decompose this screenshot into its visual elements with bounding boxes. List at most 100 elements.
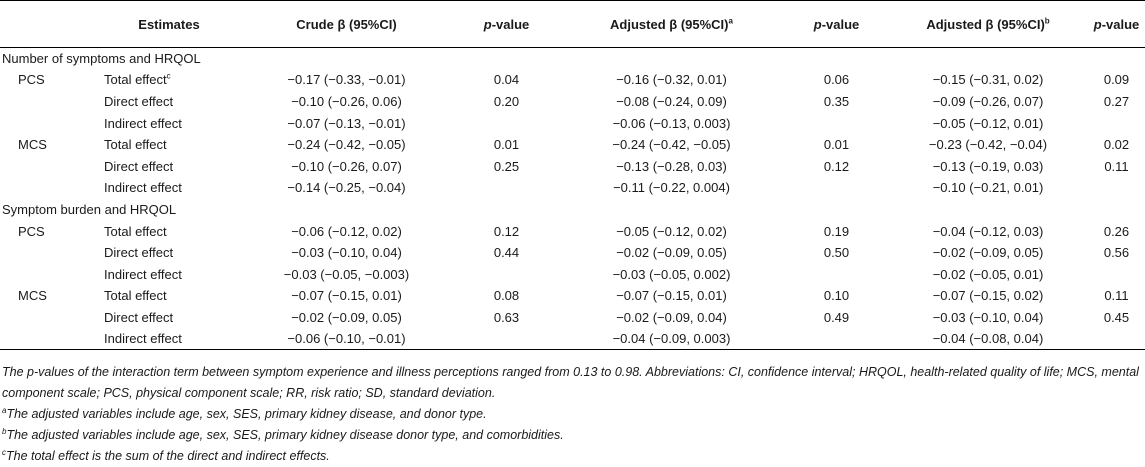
table-row: Indirect effect −0.14 (−0.25, −0.04) −0.11…	[0, 177, 1145, 199]
cell-adjusted-beta-b-text: −0.03 (−0.10, 0.04)	[932, 309, 1044, 325]
cell-crude-beta: −0.07 (−0.13, −0.01)	[238, 112, 455, 134]
footnote-b-mark: b	[2, 426, 7, 436]
cell-pvalue-adjusted-b: 0.27	[1088, 91, 1145, 113]
cell-group	[0, 307, 100, 329]
cell-crude-beta-text: −0.02 (−0.09, 0.05)	[291, 309, 402, 325]
cell-group	[0, 263, 100, 285]
header-adjusted-a-label: Adjusted β (95%CI)	[610, 16, 729, 32]
cell-pvalue-crude	[455, 328, 558, 351]
cell-pvalue-adjusted-a-text: 0.01	[823, 137, 850, 153]
cell-adjusted-beta-b: −0.15 (−0.31, 0.02)	[888, 69, 1088, 91]
cell-pvalue-crude-text: 0.12	[493, 223, 520, 239]
cell-pvalue-adjusted-a-text: 0.10	[823, 288, 850, 304]
header-pvalue-1: p-value	[455, 0, 558, 48]
cell-estimate-text: Indirect effect	[104, 266, 182, 282]
cell-pvalue-adjusted-a	[785, 263, 888, 285]
cell-pvalue-adjusted-b: 0.26	[1088, 220, 1145, 242]
cell-crude-beta: −0.03 (−0.10, 0.04)	[238, 242, 455, 264]
cell-group	[0, 177, 100, 199]
cell-estimate: Direct effect	[100, 242, 238, 264]
section-label: Symptom burden and HRQOL	[2, 201, 177, 217]
footnote-a-mark: a	[2, 405, 7, 415]
cell-adjusted-beta-a: −0.11 (−0.22, 0.004)	[558, 177, 785, 199]
cell-pvalue-adjusted-b: 0.11	[1088, 155, 1145, 177]
table-row: Indirect effect −0.03 (−0.05, −0.003) −0.0…	[0, 263, 1145, 285]
cell-group-text: PCS	[18, 72, 45, 88]
cell-estimate: Total effect	[100, 134, 238, 156]
header-blank	[0, 0, 100, 48]
footnote-c: cThe total effect is the sum of the dire…	[2, 446, 1143, 467]
header-pvalue-2-italic: p	[813, 16, 822, 32]
cell-pvalue-crude-text: 0.20	[493, 93, 520, 109]
estimate-superscript: c	[166, 72, 171, 82]
cell-pvalue-crude	[455, 112, 558, 134]
cell-adjusted-beta-b-text: −0.07 (−0.15, 0.02)	[932, 288, 1044, 304]
cell-crude-beta: −0.10 (−0.26, 0.07)	[238, 155, 455, 177]
cell-group: PCS	[0, 220, 100, 242]
cell-adjusted-beta-a-text: −0.04 (−0.09, 0.003)	[612, 331, 731, 347]
cell-pvalue-adjusted-b	[1088, 263, 1145, 285]
footnote-b-text: The adjusted variables include age, sex,…	[6, 428, 564, 442]
cell-pvalue-crude: 0.20	[455, 91, 558, 113]
cell-pvalue-adjusted-b-text: 0.11	[1104, 288, 1129, 304]
section-row: Symptom burden and HRQOL	[0, 199, 1145, 221]
cell-crude-beta-text: −0.06 (−0.12, 0.02)	[291, 223, 402, 239]
cell-crude-beta: −0.10 (−0.26, 0.06)	[238, 91, 455, 113]
cell-pvalue-adjusted-b-text: 0.56	[1103, 245, 1130, 261]
cell-pvalue-adjusted-a	[785, 112, 888, 134]
cell-group: PCS	[0, 69, 100, 91]
cell-adjusted-beta-b: −0.07 (−0.15, 0.02)	[888, 285, 1088, 307]
cell-adjusted-beta-b: −0.23 (−0.42, −0.04)	[888, 134, 1088, 156]
cell-adjusted-beta-a-text: −0.16 (−0.32, 0.01)	[616, 72, 727, 88]
cell-adjusted-beta-a: −0.02 (−0.09, 0.05)	[558, 242, 785, 264]
footnote-a-text: The adjusted variables include age, sex,…	[6, 407, 487, 421]
cell-group	[0, 112, 100, 134]
cell-pvalue-adjusted-b: 0.56	[1088, 242, 1145, 264]
cell-group	[0, 328, 100, 351]
cell-estimate: Direct effect	[100, 155, 238, 177]
cell-pvalue-adjusted-b	[1088, 112, 1145, 134]
cell-pvalue-adjusted-b-text: 0.45	[1103, 309, 1130, 325]
cell-adjusted-beta-b-text: −0.15 (−0.31, 0.02)	[932, 72, 1044, 88]
cell-pvalue-crude: 0.63	[455, 307, 558, 329]
section-label: Number of symptoms and HRQOL	[2, 51, 201, 67]
cell-adjusted-beta-b: −0.04 (−0.08, 0.04)	[888, 328, 1088, 351]
cell-group: MCS	[0, 285, 100, 307]
table-row: Indirect effect −0.07 (−0.13, −0.01) −0.06…	[0, 112, 1145, 134]
cell-adjusted-beta-b: −0.10 (−0.21, 0.01)	[888, 177, 1088, 199]
cell-crude-beta-text: −0.10 (−0.26, 0.07)	[291, 158, 402, 174]
cell-pvalue-adjusted-a-text: 0.49	[823, 309, 850, 325]
section-row: Number of symptoms and HRQOL	[0, 48, 1145, 70]
cell-crude-beta-text: −0.03 (−0.10, 0.04)	[291, 245, 402, 261]
cell-adjusted-beta-b-text: −0.04 (−0.08, 0.04)	[932, 331, 1044, 347]
cell-crude-beta-text: −0.03 (−0.05, −0.003)	[283, 266, 410, 282]
cell-adjusted-beta-a: −0.04 (−0.09, 0.003)	[558, 328, 785, 351]
header-adjusted-b: Adjusted β (95%CI)b	[888, 0, 1088, 48]
cell-adjusted-beta-b: −0.05 (−0.12, 0.01)	[888, 112, 1088, 134]
header-estimates: Estimates	[100, 0, 238, 48]
cell-estimate-text: Total effect	[104, 288, 167, 304]
cell-adjusted-beta-a: −0.06 (−0.13, 0.003)	[558, 112, 785, 134]
header-adjusted-b-label: Adjusted β (95%CI)	[926, 16, 1045, 32]
table-row: MCS Total effect −0.24 (−0.42, −0.05) 0.01 −…	[0, 134, 1145, 156]
table-footnotes: The p-values of the interaction term bet…	[2, 362, 1143, 467]
header-sup-b: b	[1044, 16, 1050, 26]
cell-pvalue-crude-text: 0.01	[493, 137, 520, 153]
cell-adjusted-beta-a: −0.02 (−0.09, 0.04)	[558, 307, 785, 329]
cell-group-text: MCS	[18, 137, 47, 153]
table-row: Direct effect −0.03 (−0.10, 0.04) 0.44 −0.0…	[0, 242, 1145, 264]
table-row: Indirect effect −0.06 (−0.10, −0.01) −0.04…	[0, 328, 1145, 351]
cell-pvalue-crude-text: 0.08	[493, 288, 520, 304]
cell-crude-beta-text: −0.17 (−0.33, −0.01)	[287, 72, 406, 88]
cell-pvalue-adjusted-a: 0.12	[785, 155, 888, 177]
cell-crude-beta-text: −0.24 (−0.42, −0.05)	[287, 137, 406, 153]
cell-pvalue-crude: 0.25	[455, 155, 558, 177]
footnote-c-mark: c	[2, 447, 6, 457]
cell-pvalue-adjusted-a: 0.35	[785, 91, 888, 113]
cell-pvalue-adjusted-b-text: 0.09	[1103, 72, 1130, 88]
cell-pvalue-adjusted-a-text: 0.19	[823, 223, 850, 239]
cell-estimate-text: Direct effect	[104, 245, 174, 261]
table-row: MCS Total effect −0.07 (−0.15, 0.01) 0.08 −0…	[0, 285, 1145, 307]
cell-adjusted-beta-a-text: −0.02 (−0.09, 0.05)	[616, 245, 727, 261]
